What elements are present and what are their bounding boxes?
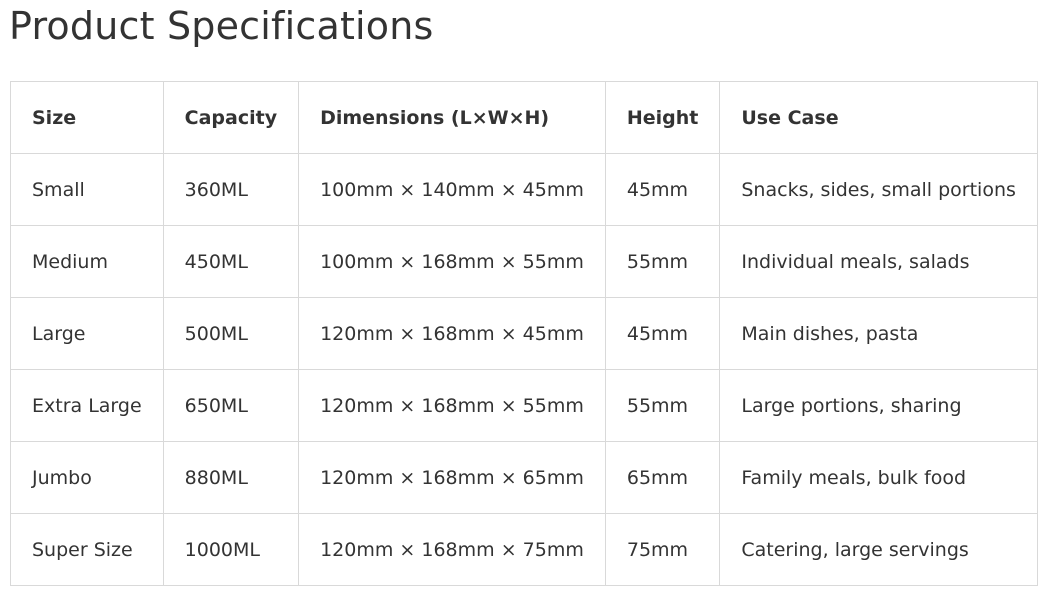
- table-cell: Large portions, sharing: [719, 369, 1038, 442]
- table-cell: 45mm: [604, 153, 721, 226]
- table-cell: 1000ML: [162, 513, 300, 586]
- specifications-table: Size Capacity Dimensions (L×W×H) Height Use …: [10, 81, 1038, 586]
- table-cell: 880ML: [162, 441, 300, 514]
- table-row: Small 360ML 100mm × 140mm × 45mm 45mm Snacks…: [10, 153, 1038, 226]
- table-cell: 100mm × 140mm × 45mm: [298, 153, 606, 226]
- table-cell: Main dishes, pasta: [719, 297, 1038, 370]
- table-cell: 360ML: [162, 153, 300, 226]
- table-cell: 120mm × 168mm × 45mm: [298, 297, 606, 370]
- table-cell: 100mm × 168mm × 55mm: [298, 225, 606, 298]
- table-cell: 120mm × 168mm × 55mm: [298, 369, 606, 442]
- table-cell: Super Size: [10, 513, 164, 586]
- table-cell: Family meals, bulk food: [719, 441, 1038, 514]
- table-cell: Individual meals, salads: [719, 225, 1038, 298]
- table-cell: Large: [10, 297, 164, 370]
- table-cell: 650ML: [162, 369, 300, 442]
- table-cell: Snacks, sides, small portions: [719, 153, 1038, 226]
- column-header: Height: [604, 81, 721, 154]
- table-cell: 45mm: [604, 297, 721, 370]
- column-header: Capacity: [162, 81, 300, 154]
- table-row: Medium 450ML 100mm × 168mm × 55mm 55mm Indiv…: [10, 225, 1038, 298]
- table-row: Jumbo 880ML 120mm × 168mm × 65mm 65mm Family…: [10, 441, 1038, 514]
- table-cell: 55mm: [604, 369, 721, 442]
- table-row: Extra Large 650ML 120mm × 168mm × 55mm 55mm…: [10, 369, 1038, 442]
- table-cell: 55mm: [604, 225, 721, 298]
- table-cell: Small: [10, 153, 164, 226]
- table-cell: 65mm: [604, 441, 721, 514]
- table-cell: 450ML: [162, 225, 300, 298]
- table-cell: Jumbo: [10, 441, 164, 514]
- table-row: Super Size 1000ML 120mm × 168mm × 75mm 75mm…: [10, 513, 1038, 586]
- table-cell: Catering, large servings: [719, 513, 1038, 586]
- table-cell: Medium: [10, 225, 164, 298]
- table-cell: 120mm × 168mm × 65mm: [298, 441, 606, 514]
- column-header: Size: [10, 81, 164, 154]
- table-cell: 120mm × 168mm × 75mm: [298, 513, 606, 586]
- table-row: Large 500ML 120mm × 168mm × 45mm 45mm Main d…: [10, 297, 1038, 370]
- table-header-row: Size Capacity Dimensions (L×W×H) Height Use …: [10, 81, 1038, 154]
- column-header: Dimensions (L×W×H): [298, 81, 606, 154]
- table-cell: 75mm: [604, 513, 721, 586]
- column-header: Use Case: [719, 81, 1038, 154]
- table-cell: 500ML: [162, 297, 300, 370]
- page-title: Product Specifications: [9, 4, 434, 48]
- table-cell: Extra Large: [10, 369, 164, 442]
